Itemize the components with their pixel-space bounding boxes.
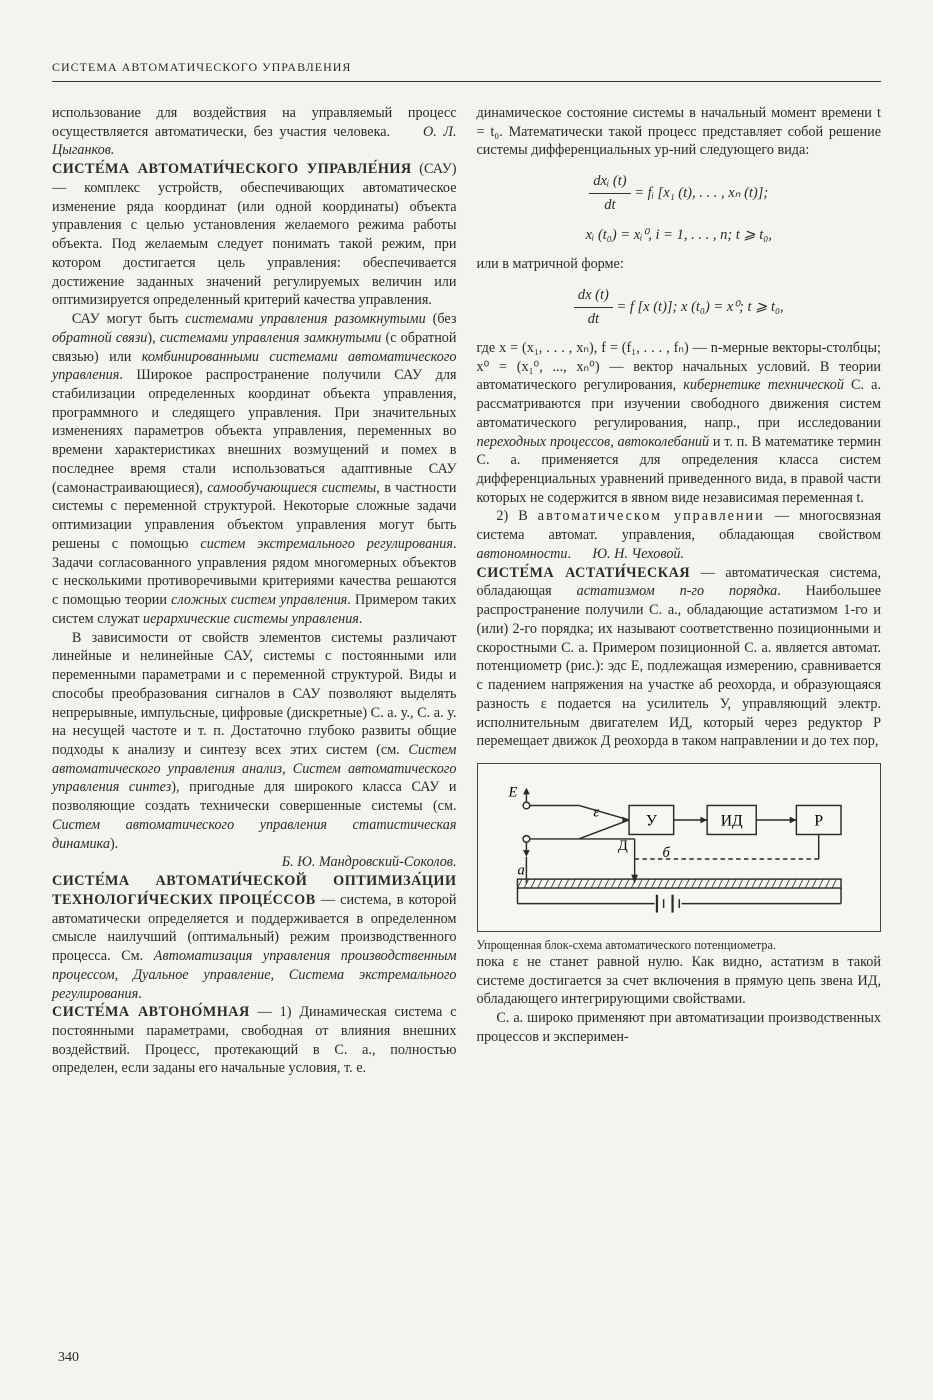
entry-2: СИСТЕ́МА АВТОМАТИ́ЧЕСКОЙ ОПТИМИЗА́ЦИИ ТЕ… bbox=[52, 872, 457, 1003]
author-2: Б. Ю. Мандровский-Соколов. bbox=[282, 854, 457, 870]
term: самообучающиеся системы bbox=[207, 480, 376, 496]
svg-text:б: б bbox=[662, 845, 670, 861]
term: системами управления разомкнутыми bbox=[185, 311, 426, 327]
term: обратной связи bbox=[52, 330, 147, 346]
svg-text:У: У bbox=[645, 813, 657, 830]
text: ). bbox=[110, 836, 118, 852]
equation-2: xᵢ (t₀) = xᵢ⁰, i = 1, . . . , n; t ⩾ t₀, bbox=[477, 224, 882, 247]
equation-1: dxᵢ (t) dt = fᵢ [x₁ (t), . . . , xₙ (t)]… bbox=[477, 170, 882, 217]
page-number: 340 bbox=[58, 1350, 79, 1366]
entry-1-para2: САУ могут быть системами управления разо… bbox=[52, 310, 457, 628]
svg-text:а: а bbox=[517, 863, 524, 879]
entry-1-para3: В зависимости от свойств элементов систе… bbox=[52, 629, 457, 873]
text: . bbox=[359, 611, 363, 627]
text: САУ могут быть bbox=[72, 311, 185, 327]
svg-text:E: E bbox=[507, 785, 517, 801]
entry-head-4: СИСТЕ́МА АСТАТИ́ЧЕСКАЯ bbox=[477, 565, 691, 581]
figure-caption: Упрощенная блок-схема автоматического по… bbox=[477, 938, 882, 953]
svg-text:ε: ε bbox=[593, 805, 599, 821]
p-right-6: С. а. широко применяют при автоматизации… bbox=[477, 1009, 882, 1046]
term: систем экстремального регулирования bbox=[200, 536, 453, 552]
denominator: dt bbox=[589, 194, 630, 217]
text: . Наибольшее распространение получили С.… bbox=[477, 583, 882, 749]
text: ), bbox=[147, 330, 159, 346]
term: кибернетике технической bbox=[683, 377, 844, 393]
figure-potentiometer: У ИД Р Eε а б Д bbox=[477, 763, 882, 932]
running-head: СИСТЕМА АВТОМАТИЧЕСКОГО УПРАВЛЕНИЯ bbox=[52, 60, 881, 82]
fraction: dxᵢ (t) dt bbox=[589, 170, 630, 217]
p-right-2: или в матричной форме: bbox=[477, 255, 882, 274]
term: астатизмом n-го порядка bbox=[577, 583, 778, 599]
p-right-3: где x = (x₁, . . . , xₙ), f = (f₁, . . .… bbox=[477, 339, 882, 508]
term: переходных процессов, автоколебаний bbox=[477, 434, 710, 450]
p-right-5: пока ε не станет равной нулю. Как видно,… bbox=[477, 953, 882, 1009]
diagram-svg: У ИД Р Eε а б Д bbox=[484, 772, 875, 923]
svg-text:Д: Д bbox=[617, 838, 627, 854]
entry-3: СИСТЕ́МА АВТОНО́МНАЯ — 1) Динамическая с… bbox=[52, 1003, 457, 1078]
text: использование для воздействия на управля… bbox=[52, 105, 457, 140]
text: В зависимости от свойств элементов систе… bbox=[52, 630, 457, 758]
numerator: dx (t) bbox=[574, 284, 613, 308]
entry-1: СИСТЕ́МА АВТОМАТИ́ЧЕСКОГО УПРАВЛЕ́НИЯ (С… bbox=[52, 160, 457, 310]
author-3: Ю. Н. Чеховой. bbox=[592, 546, 684, 562]
term: иерархические системы управления bbox=[143, 611, 359, 627]
two-column-layout: использование для воздействия на управля… bbox=[52, 104, 881, 1078]
spaced-term: автоматическом управлении bbox=[538, 508, 765, 524]
p-right-4: 2) В автоматическом управлении — многосв… bbox=[477, 507, 882, 563]
equation-3: dx (t) dt = f [x (t)]; x (t₀) = x⁰; t ⩾ … bbox=[477, 284, 882, 331]
text: . bbox=[138, 986, 142, 1002]
entry-head-1: СИСТЕ́МА АВТОМАТИ́ЧЕСКОГО УПРАВЛЕ́НИЯ bbox=[52, 161, 412, 177]
text: (САУ) — комплекс устройств, обеспечивающ… bbox=[52, 161, 457, 308]
text: (без bbox=[426, 311, 457, 327]
term: сложных систем управления bbox=[171, 592, 347, 608]
fraction: dx (t) dt bbox=[574, 284, 613, 331]
term: автономности bbox=[477, 546, 568, 562]
entry-4: СИСТЕ́МА АСТАТИ́ЧЕСКАЯ — автоматическая … bbox=[477, 564, 882, 751]
text: . Широкое распространение получили САУ д… bbox=[52, 367, 457, 495]
text: . bbox=[568, 546, 572, 562]
text: 2) В bbox=[496, 508, 537, 524]
p-right-1: динамическое состояние системы в начальн… bbox=[477, 104, 882, 160]
eq-rhs: = fᵢ [x₁ (t), . . . , xₙ (t)]; bbox=[631, 185, 769, 201]
denominator: dt bbox=[574, 308, 613, 331]
right-column: динамическое состояние системы в начальн… bbox=[477, 104, 882, 1078]
eq-rhs: = f [x (t)]; x (t₀) = x⁰; t ⩾ t₀, bbox=[613, 299, 784, 315]
numerator: dxᵢ (t) bbox=[589, 170, 630, 194]
entry-head-3: СИСТЕ́МА АВТОНО́МНАЯ bbox=[52, 1004, 250, 1020]
left-column: использование для воздействия на управля… bbox=[52, 104, 457, 1078]
term: системами управления замкнутыми bbox=[160, 330, 381, 346]
svg-text:ИД: ИД bbox=[720, 813, 742, 830]
p-left-1: использование для воздействия на управля… bbox=[52, 104, 457, 160]
svg-text:Р: Р bbox=[814, 813, 823, 830]
